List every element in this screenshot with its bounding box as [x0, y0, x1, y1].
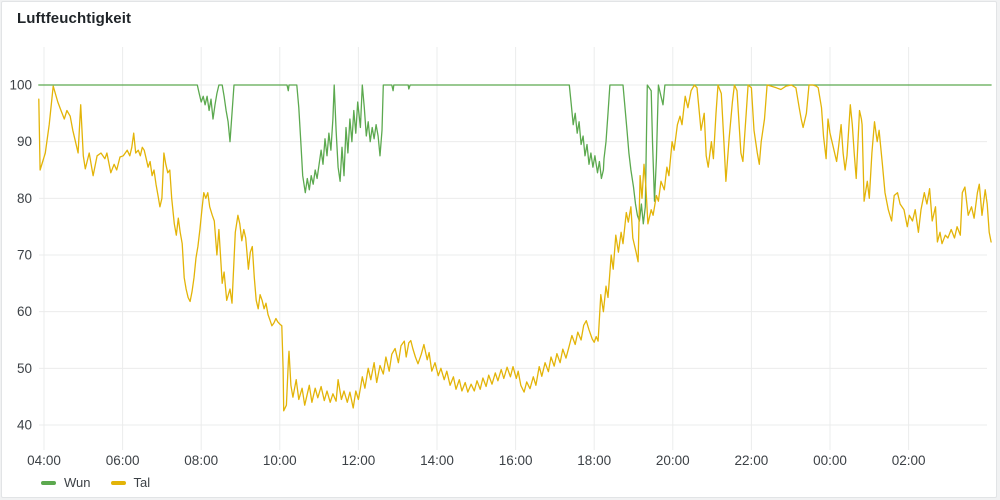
x-axis-tick-label: 16:00: [499, 453, 533, 468]
legend-label-wun: Wun: [64, 475, 91, 490]
x-axis-tick-label: 00:00: [813, 453, 847, 468]
y-axis-tick-label: 60: [17, 304, 32, 319]
x-axis-tick-label: 04:00: [27, 453, 61, 468]
x-axis-tick-label: 22:00: [735, 453, 769, 468]
series-wun-line: [38, 84, 992, 225]
x-axis-tick-label: 18:00: [577, 453, 611, 468]
x-axis-tick-label: 12:00: [342, 453, 376, 468]
tal-series-color-swatch: [110, 480, 126, 485]
x-axis-tick-label: 14:00: [420, 453, 454, 468]
y-axis-tick-label: 50: [17, 361, 32, 376]
y-axis-tick-label: 40: [17, 418, 32, 433]
y-axis-tick-label: 90: [17, 134, 32, 149]
y-axis-tick-label: 70: [17, 248, 32, 263]
legend-label-tal: Tal: [133, 475, 151, 490]
legend-item-wun[interactable]: Wun: [41, 475, 91, 490]
humidity-chart-plot[interactable]: 40 50 60 70 80 90 100 04:00 06:00 08:00 10:00 12:00…: [2, 2, 1000, 472]
x-axis-tick-label: 06:00: [106, 453, 140, 468]
wun-series-color-swatch: [41, 480, 56, 485]
series-tal-line: [38, 84, 992, 412]
x-axis-tick-label: 10:00: [263, 453, 297, 468]
legend-item-tal[interactable]: Tal: [110, 475, 151, 490]
x-axis-tick-label: 08:00: [184, 453, 218, 468]
x-axis-tick-label: 20:00: [656, 453, 690, 468]
y-axis-tick-label: 80: [17, 191, 32, 206]
x-axis-tick-label: 02:00: [892, 453, 926, 468]
y-axis-tick-label: 100: [9, 78, 32, 93]
chart-legend: Wun Tal: [41, 475, 150, 490]
panel-title[interactable]: Luftfeuchtigkeit: [17, 10, 132, 27]
